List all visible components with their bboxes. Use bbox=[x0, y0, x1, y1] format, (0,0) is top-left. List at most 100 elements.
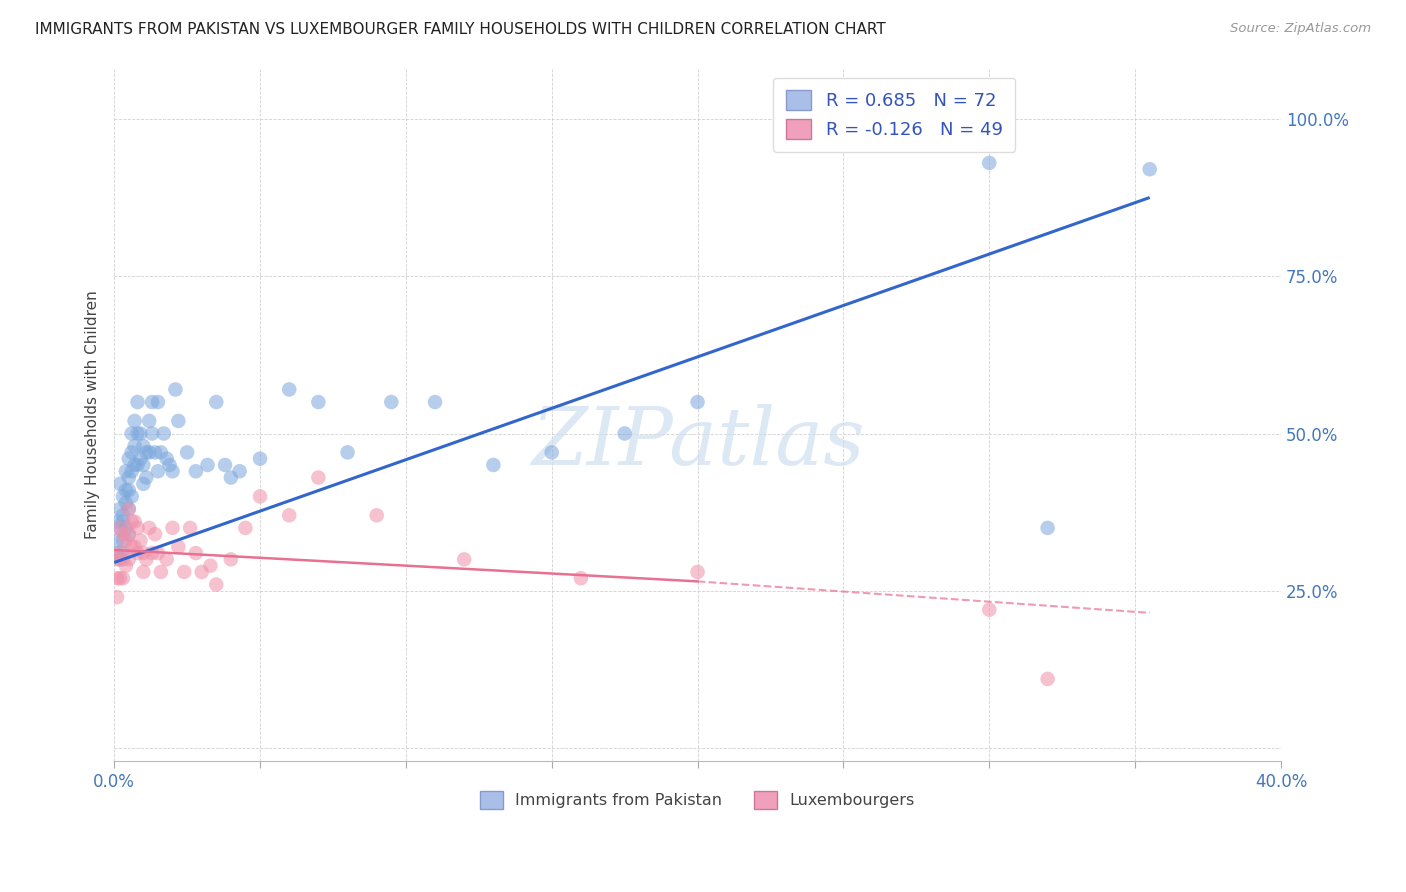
Point bbox=[135, 470, 157, 484]
Point bbox=[135, 445, 157, 459]
Point bbox=[124, 439, 146, 453]
Point bbox=[156, 451, 179, 466]
Point bbox=[307, 395, 329, 409]
Point bbox=[138, 521, 160, 535]
Point bbox=[453, 552, 475, 566]
Point bbox=[105, 533, 128, 548]
Point bbox=[141, 426, 163, 441]
Point bbox=[108, 521, 131, 535]
Point bbox=[121, 490, 143, 504]
Point bbox=[146, 546, 169, 560]
Point bbox=[176, 445, 198, 459]
Point bbox=[108, 521, 131, 535]
Point bbox=[159, 458, 181, 472]
Point bbox=[118, 527, 141, 541]
Point bbox=[108, 571, 131, 585]
Point bbox=[111, 533, 134, 548]
Point bbox=[141, 546, 163, 560]
Point bbox=[118, 527, 141, 541]
Point bbox=[111, 508, 134, 523]
Point bbox=[219, 470, 242, 484]
Point bbox=[366, 508, 388, 523]
Point bbox=[118, 483, 141, 497]
Legend: Immigrants from Pakistan, Luxembourgers: Immigrants from Pakistan, Luxembourgers bbox=[474, 785, 921, 815]
Point bbox=[121, 464, 143, 478]
Point bbox=[138, 414, 160, 428]
Point bbox=[179, 521, 201, 535]
Point bbox=[118, 502, 141, 516]
Point bbox=[197, 458, 219, 472]
Point bbox=[149, 445, 172, 459]
Point bbox=[190, 565, 212, 579]
Point bbox=[127, 546, 149, 560]
Point bbox=[1036, 672, 1059, 686]
Point bbox=[979, 603, 1001, 617]
Point bbox=[111, 490, 134, 504]
Point bbox=[143, 445, 166, 459]
Point bbox=[162, 521, 184, 535]
Point bbox=[129, 426, 152, 441]
Point bbox=[111, 527, 134, 541]
Point bbox=[132, 458, 155, 472]
Point bbox=[121, 445, 143, 459]
Point bbox=[124, 414, 146, 428]
Point bbox=[105, 552, 128, 566]
Point bbox=[127, 426, 149, 441]
Point bbox=[184, 546, 207, 560]
Text: ZIPatlas: ZIPatlas bbox=[531, 403, 865, 481]
Point bbox=[108, 502, 131, 516]
Point bbox=[115, 464, 138, 478]
Point bbox=[307, 470, 329, 484]
Point bbox=[115, 533, 138, 548]
Point bbox=[132, 546, 155, 560]
Point bbox=[569, 571, 592, 585]
Point bbox=[127, 521, 149, 535]
Point bbox=[124, 458, 146, 472]
Point bbox=[278, 508, 301, 523]
Point bbox=[143, 527, 166, 541]
Point bbox=[219, 552, 242, 566]
Text: IMMIGRANTS FROM PAKISTAN VS LUXEMBOURGER FAMILY HOUSEHOLDS WITH CHILDREN CORRELA: IMMIGRANTS FROM PAKISTAN VS LUXEMBOURGER… bbox=[35, 22, 886, 37]
Point bbox=[167, 414, 190, 428]
Point bbox=[167, 540, 190, 554]
Point bbox=[423, 395, 446, 409]
Point bbox=[108, 546, 131, 560]
Point bbox=[152, 426, 174, 441]
Point bbox=[118, 552, 141, 566]
Point bbox=[249, 451, 271, 466]
Point bbox=[205, 395, 228, 409]
Point bbox=[1036, 521, 1059, 535]
Point bbox=[173, 565, 195, 579]
Point bbox=[138, 445, 160, 459]
Point bbox=[111, 546, 134, 560]
Point bbox=[686, 395, 709, 409]
Point bbox=[162, 464, 184, 478]
Point bbox=[184, 464, 207, 478]
Point bbox=[613, 426, 636, 441]
Point bbox=[105, 571, 128, 585]
Point bbox=[132, 439, 155, 453]
Point bbox=[108, 552, 131, 566]
Point bbox=[380, 395, 402, 409]
Point bbox=[146, 464, 169, 478]
Point bbox=[105, 515, 128, 529]
Point bbox=[132, 565, 155, 579]
Point bbox=[118, 470, 141, 484]
Point bbox=[105, 590, 128, 604]
Point bbox=[115, 496, 138, 510]
Point bbox=[111, 552, 134, 566]
Point bbox=[127, 458, 149, 472]
Point bbox=[121, 426, 143, 441]
Point bbox=[146, 395, 169, 409]
Point bbox=[115, 483, 138, 497]
Point bbox=[228, 464, 250, 478]
Point bbox=[129, 533, 152, 548]
Point bbox=[124, 540, 146, 554]
Point bbox=[214, 458, 236, 472]
Point bbox=[121, 540, 143, 554]
Point bbox=[156, 552, 179, 566]
Point bbox=[118, 502, 141, 516]
Point bbox=[115, 521, 138, 535]
Point bbox=[108, 476, 131, 491]
Point bbox=[336, 445, 359, 459]
